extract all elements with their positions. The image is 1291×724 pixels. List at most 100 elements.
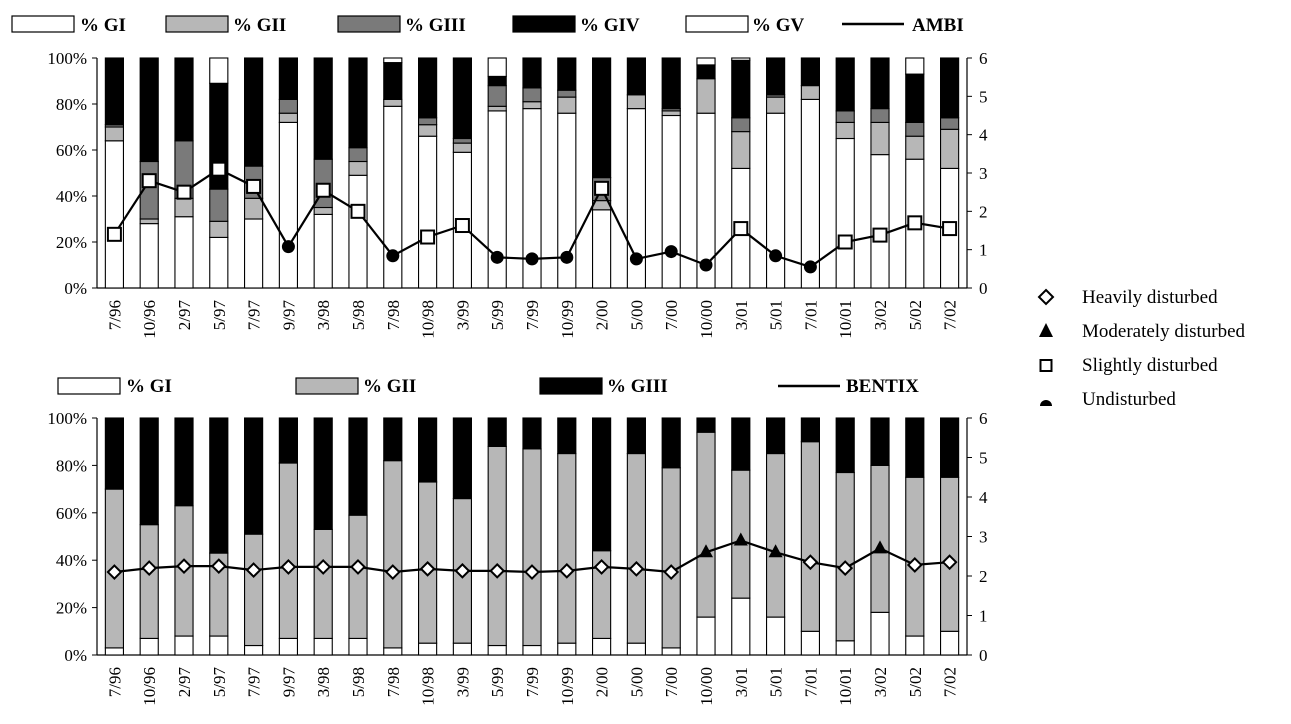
bar-segment bbox=[278, 417, 298, 464]
bentix-point-heavily-disturbed bbox=[837, 560, 854, 577]
ambi-point-undisturbed bbox=[281, 240, 295, 254]
x-tick-label: 5/01 bbox=[767, 667, 786, 697]
bar-segment bbox=[452, 642, 472, 656]
x-tick-label: 7/01 bbox=[801, 667, 820, 697]
slightly-disturbed-marker bbox=[1039, 359, 1053, 372]
bentix-point-heavily-disturbed bbox=[454, 562, 471, 579]
bentix-point-heavily-disturbed bbox=[384, 564, 401, 580]
bar-segment bbox=[557, 452, 577, 644]
x-tick-label: 3/99 bbox=[453, 667, 472, 697]
left-tick-label: 100% bbox=[47, 409, 87, 428]
bar-segment bbox=[209, 188, 229, 222]
bar-segment bbox=[626, 94, 646, 110]
bar-segment bbox=[418, 124, 438, 137]
legend-swatch bbox=[295, 377, 359, 395]
right-tick-label: 2 bbox=[979, 567, 988, 586]
bar-segment bbox=[174, 57, 194, 142]
bar-segment bbox=[487, 445, 507, 647]
status-legend-label: Moderately disturbed bbox=[1082, 321, 1246, 342]
bar-segment bbox=[940, 117, 960, 130]
x-tick-label: 7/00 bbox=[662, 667, 681, 697]
bar-segment bbox=[383, 647, 403, 656]
bentix-point-heavily-disturbed bbox=[280, 559, 297, 575]
bar-segment bbox=[731, 417, 751, 471]
bar-segment bbox=[244, 57, 264, 167]
bar-segment bbox=[557, 57, 577, 91]
bar-segment bbox=[174, 216, 194, 289]
bar-segment bbox=[139, 637, 159, 656]
bar-segment bbox=[731, 117, 751, 133]
bentix-point-heavily-disturbed bbox=[802, 554, 819, 571]
bar-segment bbox=[139, 417, 159, 526]
bar-segment bbox=[835, 110, 855, 123]
bar-segment bbox=[487, 644, 507, 656]
bar-segment bbox=[522, 448, 542, 647]
x-tick-label: 5/00 bbox=[627, 667, 646, 697]
bar-segment bbox=[766, 96, 786, 114]
bentix-point-heavily-disturbed bbox=[489, 562, 506, 579]
bar-segment bbox=[835, 121, 855, 140]
bar-segment bbox=[278, 121, 298, 289]
bentix-point-moderately-disturbed bbox=[768, 544, 783, 558]
bar-segment bbox=[418, 642, 438, 656]
bar-segment bbox=[139, 524, 159, 639]
status-legend-label: Slightly disturbed bbox=[1082, 355, 1218, 376]
bar-segment bbox=[383, 62, 403, 100]
x-tick-label: 10/01 bbox=[836, 300, 855, 339]
bar-segment bbox=[800, 630, 820, 656]
bar-segment bbox=[348, 174, 368, 289]
bar-segment bbox=[870, 108, 890, 123]
bar-segment bbox=[800, 417, 820, 443]
legend-label: AMBI bbox=[912, 15, 964, 36]
bentix-point-moderately-disturbed bbox=[699, 544, 713, 558]
bentix-chart: % GI % GII % GIII BENTIX 0% 20% 40% 60% 80% 100% 0… bbox=[47, 376, 988, 706]
ambi-point-slightly-disturbed bbox=[594, 180, 610, 196]
x-tick-label: 10/99 bbox=[558, 300, 577, 339]
bar-segment bbox=[940, 57, 960, 119]
x-tick-label: 3/98 bbox=[314, 667, 333, 697]
bar-segment bbox=[278, 462, 298, 639]
ambi-point-slightly-disturbed bbox=[872, 227, 888, 243]
x-tick-label: 10/96 bbox=[140, 667, 159, 706]
bar-segment bbox=[139, 223, 159, 289]
bar-segment bbox=[905, 121, 925, 137]
bar-segment bbox=[696, 78, 716, 114]
bar-segment bbox=[905, 476, 925, 637]
bar-segment bbox=[835, 137, 855, 289]
bar-segment bbox=[696, 431, 716, 618]
bar-segment bbox=[940, 417, 960, 478]
bar-segment bbox=[870, 57, 890, 110]
bar-segment bbox=[661, 647, 681, 656]
legend-label: % GII bbox=[233, 15, 286, 36]
undisturbed-marker bbox=[1040, 400, 1052, 406]
bar-segment bbox=[800, 98, 820, 289]
ambi-point-slightly-disturbed bbox=[176, 184, 192, 200]
bentix-point-heavily-disturbed bbox=[141, 560, 158, 577]
bar-segment bbox=[835, 640, 855, 656]
bar-segment bbox=[766, 417, 786, 455]
x-tick-label: 7/96 bbox=[105, 300, 124, 330]
bentix-point-heavily-disturbed bbox=[315, 559, 332, 575]
right-tick-label: 3 bbox=[979, 164, 988, 183]
left-tick-label: 80% bbox=[56, 95, 87, 114]
bar-segment bbox=[348, 417, 368, 516]
bar-segment bbox=[731, 597, 751, 656]
x-tick-label: 9/97 bbox=[279, 300, 298, 331]
x-tick-label: 5/97 bbox=[210, 667, 229, 698]
bar-segment bbox=[696, 616, 716, 656]
ambi-point-slightly-disturbed bbox=[211, 161, 227, 177]
bar-segment bbox=[487, 105, 507, 112]
bar-segment bbox=[870, 121, 890, 156]
bar-segment bbox=[870, 154, 890, 289]
bar-segment bbox=[835, 471, 855, 642]
bar-segment bbox=[487, 57, 507, 77]
bar-segment bbox=[348, 147, 368, 163]
x-tick-label: 10/00 bbox=[697, 300, 716, 339]
right-tick-label: 4 bbox=[979, 126, 988, 145]
bar-segment bbox=[557, 89, 577, 98]
bar-segment bbox=[313, 213, 333, 289]
bar-segment bbox=[661, 467, 681, 649]
right-tick-label: 5 bbox=[979, 87, 988, 106]
bar-segment bbox=[766, 57, 786, 96]
bar-segment bbox=[418, 417, 438, 483]
